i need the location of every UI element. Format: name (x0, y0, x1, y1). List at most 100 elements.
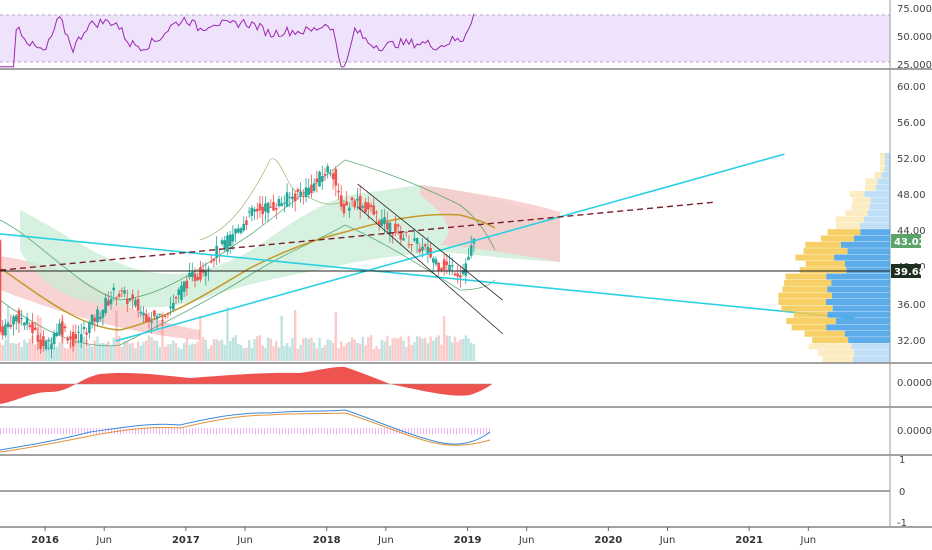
candle-body-120 (323, 173, 327, 176)
candle-body-37 (98, 316, 102, 320)
price-tick-44: 44.00 (897, 226, 926, 237)
candle-body-50 (134, 300, 137, 306)
volume-bar-174 (470, 342, 473, 361)
volume-bar-138 (372, 348, 375, 361)
volume-bar-113 (304, 337, 308, 361)
leading-span (199, 158, 346, 241)
candle-body-93 (250, 207, 254, 216)
candle-body-40 (107, 300, 110, 306)
stochastic-pane (0, 409, 492, 453)
volume-bar-94 (253, 339, 256, 361)
volume-bar-54 (145, 340, 148, 361)
vp-up-21 (860, 222, 890, 229)
volume-bar-172 (464, 335, 467, 361)
candle-body-102 (274, 208, 278, 210)
volume-bar-7 (17, 342, 21, 361)
candle-body-101 (272, 201, 275, 211)
candle-body-174 (469, 245, 473, 256)
vp-up-6 (835, 318, 890, 325)
price-tick-60: 60.00 (897, 82, 926, 93)
volume-bar-131 (353, 339, 356, 361)
time-label-11: Jun (800, 535, 817, 546)
price-tick-52: 52.00 (897, 154, 926, 165)
candle-body-113 (304, 187, 308, 197)
volume-bar-43 (115, 310, 118, 361)
volume-bar-175 (472, 344, 476, 361)
candle-body-59 (158, 313, 162, 316)
vp-down-16 (795, 254, 835, 261)
candle-body-46 (123, 290, 126, 294)
vp-down-0 (822, 356, 853, 363)
volume-bar-100 (269, 338, 273, 361)
volume-bar-38 (101, 342, 105, 361)
candle-body-140 (377, 220, 381, 226)
vp-up-14 (846, 267, 890, 274)
time-label-5: Jun (377, 535, 394, 546)
candle-body-56 (150, 321, 153, 323)
macd-tick-0: 0.0000 (897, 378, 932, 389)
candle-body-98 (264, 203, 267, 212)
candle-body-83 (223, 240, 227, 250)
price-tick-48: 48.00 (897, 190, 926, 201)
candle-body-30 (79, 334, 83, 343)
price-pane (0, 152, 890, 363)
level-price-tag: 39.68 (894, 267, 926, 278)
volume-bar-47 (126, 341, 129, 361)
candle-body-147 (396, 224, 400, 227)
volume-bar-34 (90, 346, 94, 361)
candle-body-96 (258, 203, 262, 211)
candle-body-36 (96, 309, 99, 323)
volume-bar-48 (128, 343, 132, 361)
candle-body-135 (364, 201, 367, 213)
candle-body-125 (337, 190, 340, 193)
candle-body-169 (456, 273, 459, 277)
volume-bar-84 (226, 307, 229, 361)
rsi-band (0, 15, 890, 62)
volume-bar-137 (369, 335, 373, 361)
volume-bar-153 (413, 342, 416, 361)
volume-bar-161 (434, 337, 438, 361)
volume-bar-95 (256, 336, 259, 361)
volume-bar-20 (52, 348, 56, 361)
vp-up-31 (884, 159, 890, 166)
volume-bar-57 (153, 340, 156, 361)
volume-bar-99 (266, 337, 270, 361)
candle-body-66 (177, 289, 181, 296)
volume-bar-97 (261, 345, 264, 361)
candle-body-99 (266, 202, 270, 214)
candle-body-65 (174, 296, 178, 299)
candle-body-156 (421, 246, 424, 251)
volume-bar-119 (321, 347, 324, 361)
volume-bar-46 (123, 341, 126, 361)
vp-down-28 (865, 178, 878, 185)
volume-bar-159 (429, 336, 432, 361)
volume-bar-5 (12, 342, 15, 361)
time-label-3: Jun (236, 535, 253, 546)
candle-body-84 (226, 235, 229, 252)
candle-body-152 (410, 244, 413, 246)
rsi-tick-25: 25.0000 (897, 60, 932, 71)
volume-bar-129 (348, 341, 351, 361)
vp-up-10 (831, 292, 890, 299)
candle-body-94 (253, 209, 256, 212)
volume-bar-50 (134, 348, 137, 361)
candle-body-68 (182, 281, 186, 292)
volume-bar-61 (163, 346, 167, 361)
candle-body-107 (288, 196, 292, 198)
candle-body-171 (461, 270, 465, 275)
candle-body-110 (296, 189, 300, 192)
volume-bar-168 (453, 336, 457, 361)
volume-bar-169 (456, 342, 459, 361)
candle-body-105 (283, 202, 286, 204)
volume-bar-75 (201, 337, 205, 361)
volume-bar-21 (55, 346, 59, 361)
candle-body-25 (66, 337, 70, 341)
volume-bar-147 (396, 338, 400, 361)
volume-bar-28 (74, 342, 78, 361)
volume-bar-149 (402, 340, 405, 361)
candle-body-167 (450, 265, 454, 267)
vp-down-21 (836, 222, 861, 229)
candle-body-121 (326, 166, 329, 173)
volume-bar-76 (204, 339, 208, 361)
price-tick-36: 36.00 (897, 300, 926, 311)
